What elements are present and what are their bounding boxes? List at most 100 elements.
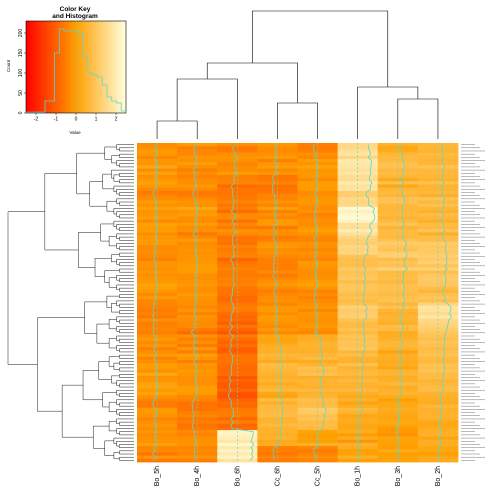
heatmap-cell — [337, 452, 379, 457]
heatmap-cell — [377, 299, 419, 303]
column-dendrogram-branch — [156, 120, 198, 139]
heatmap-cell — [337, 375, 379, 380]
row-dendrogram-branch — [119, 354, 134, 359]
heatmap-cell — [337, 213, 379, 217]
color-key-x-tick-label: 0 — [75, 117, 78, 123]
heatmap-cell — [137, 407, 178, 412]
color-key-band — [88, 21, 92, 113]
heatmap-cell — [257, 245, 298, 249]
row-dendrogram-branch — [116, 259, 134, 265]
heatmap-cell — [337, 264, 379, 268]
row-dendrogram-branch — [116, 418, 134, 424]
heatmap-cell — [217, 343, 258, 348]
heatmap-cell — [217, 216, 258, 220]
heatmap-cell — [137, 375, 178, 380]
row-dendrogram-branch — [84, 301, 107, 334]
heatmap-cell — [137, 168, 178, 173]
heatmap-cell — [337, 331, 379, 335]
heatmap-cell — [137, 356, 178, 361]
heatmap-cell — [177, 315, 218, 319]
row-dendrogram-branch — [116, 380, 134, 386]
heatmap-cell — [257, 261, 298, 265]
row-dendrogram-branch — [116, 390, 134, 396]
heatmap-cell — [217, 359, 258, 364]
heatmap-cell — [337, 152, 379, 157]
heatmap-cell — [297, 213, 339, 217]
row-dendrogram-branch — [113, 362, 120, 370]
heatmap-cell — [177, 232, 218, 236]
heatmap-cell — [217, 261, 258, 265]
heatmap-cell — [137, 359, 178, 364]
heatmap-cell — [217, 423, 258, 428]
heatmap-cell — [177, 296, 218, 300]
row-dendrogram-branch — [119, 192, 134, 196]
heatmap-cell — [217, 235, 258, 240]
heatmap-cell — [217, 299, 258, 303]
heatmap-cell — [137, 324, 178, 329]
heatmap-cell — [257, 331, 298, 335]
heatmap-cell — [337, 372, 379, 377]
color-key-band — [96, 21, 99, 113]
color-key-band — [56, 21, 59, 113]
color-key-band — [86, 21, 89, 113]
heatmap-cell — [257, 359, 298, 364]
heatmap-cell — [417, 152, 459, 157]
heatmap-cell — [257, 184, 298, 189]
row-dendrogram-branch — [119, 450, 134, 455]
row-dendrogram-branch — [119, 393, 134, 397]
color-key-x-tick-label: 2 — [115, 117, 118, 123]
column-trace — [190, 144, 200, 461]
heatmap-cell — [417, 248, 459, 252]
heatmap-cell — [257, 280, 298, 284]
color-key-band — [98, 21, 102, 113]
heatmap-cell — [137, 420, 178, 425]
heatmap-cell — [297, 292, 339, 297]
color-key-gradient — [25, 20, 127, 114]
heatmap-cell — [217, 452, 258, 457]
color-key-band — [33, 21, 37, 113]
heatmap-cell — [177, 328, 218, 332]
heatmap-cell — [297, 267, 339, 271]
heatmap-cell — [137, 312, 178, 316]
color-key-band — [73, 21, 77, 113]
heatmap-cell — [297, 308, 339, 313]
heatmap-cell — [177, 251, 218, 256]
heatmap-cell — [337, 187, 379, 192]
color-key-y-tick-label: 150 — [18, 49, 24, 58]
heatmap-cell — [297, 372, 339, 377]
heatmap-cell — [217, 213, 258, 217]
heatmap-cell — [177, 280, 218, 284]
heatmap-cell — [417, 324, 459, 329]
row-dendrogram-branch — [116, 399, 134, 405]
column-dendrogram-branch — [397, 98, 439, 139]
row-dendrogram-branch — [100, 223, 114, 242]
color-key-band — [76, 21, 79, 113]
heatmap-cell — [257, 251, 298, 256]
heatmap-cell — [257, 391, 298, 396]
heatmap-cell — [417, 299, 459, 303]
heatmap-cell — [377, 375, 419, 380]
heatmap-cell — [217, 152, 258, 157]
color-key-band — [113, 21, 117, 113]
heatmap-cell — [377, 296, 419, 300]
heatmap-cell — [177, 168, 218, 173]
heatmap-cell — [337, 391, 379, 396]
heatmap-cell — [177, 229, 218, 233]
heatmap-cell — [377, 312, 419, 316]
heatmap-cell — [137, 372, 178, 377]
heatmap-cell — [137, 423, 178, 428]
heatmap-cell — [257, 248, 298, 252]
row-dendrogram-branch — [119, 348, 134, 353]
heatmap-cell — [377, 229, 419, 233]
heatmap-cell — [377, 276, 419, 281]
heatmap-cell — [377, 219, 419, 224]
heatmap-cell — [177, 216, 218, 220]
color-key-band — [81, 21, 84, 113]
heatmap-cell — [417, 328, 459, 332]
row-dendrogram-branch — [116, 428, 134, 434]
row-dendrogram-branch — [116, 441, 134, 447]
heatmap-cell — [377, 423, 419, 428]
row-dendrogram-branch — [78, 232, 101, 268]
heatmap-cell — [297, 315, 339, 319]
heatmap-cell — [217, 420, 258, 425]
